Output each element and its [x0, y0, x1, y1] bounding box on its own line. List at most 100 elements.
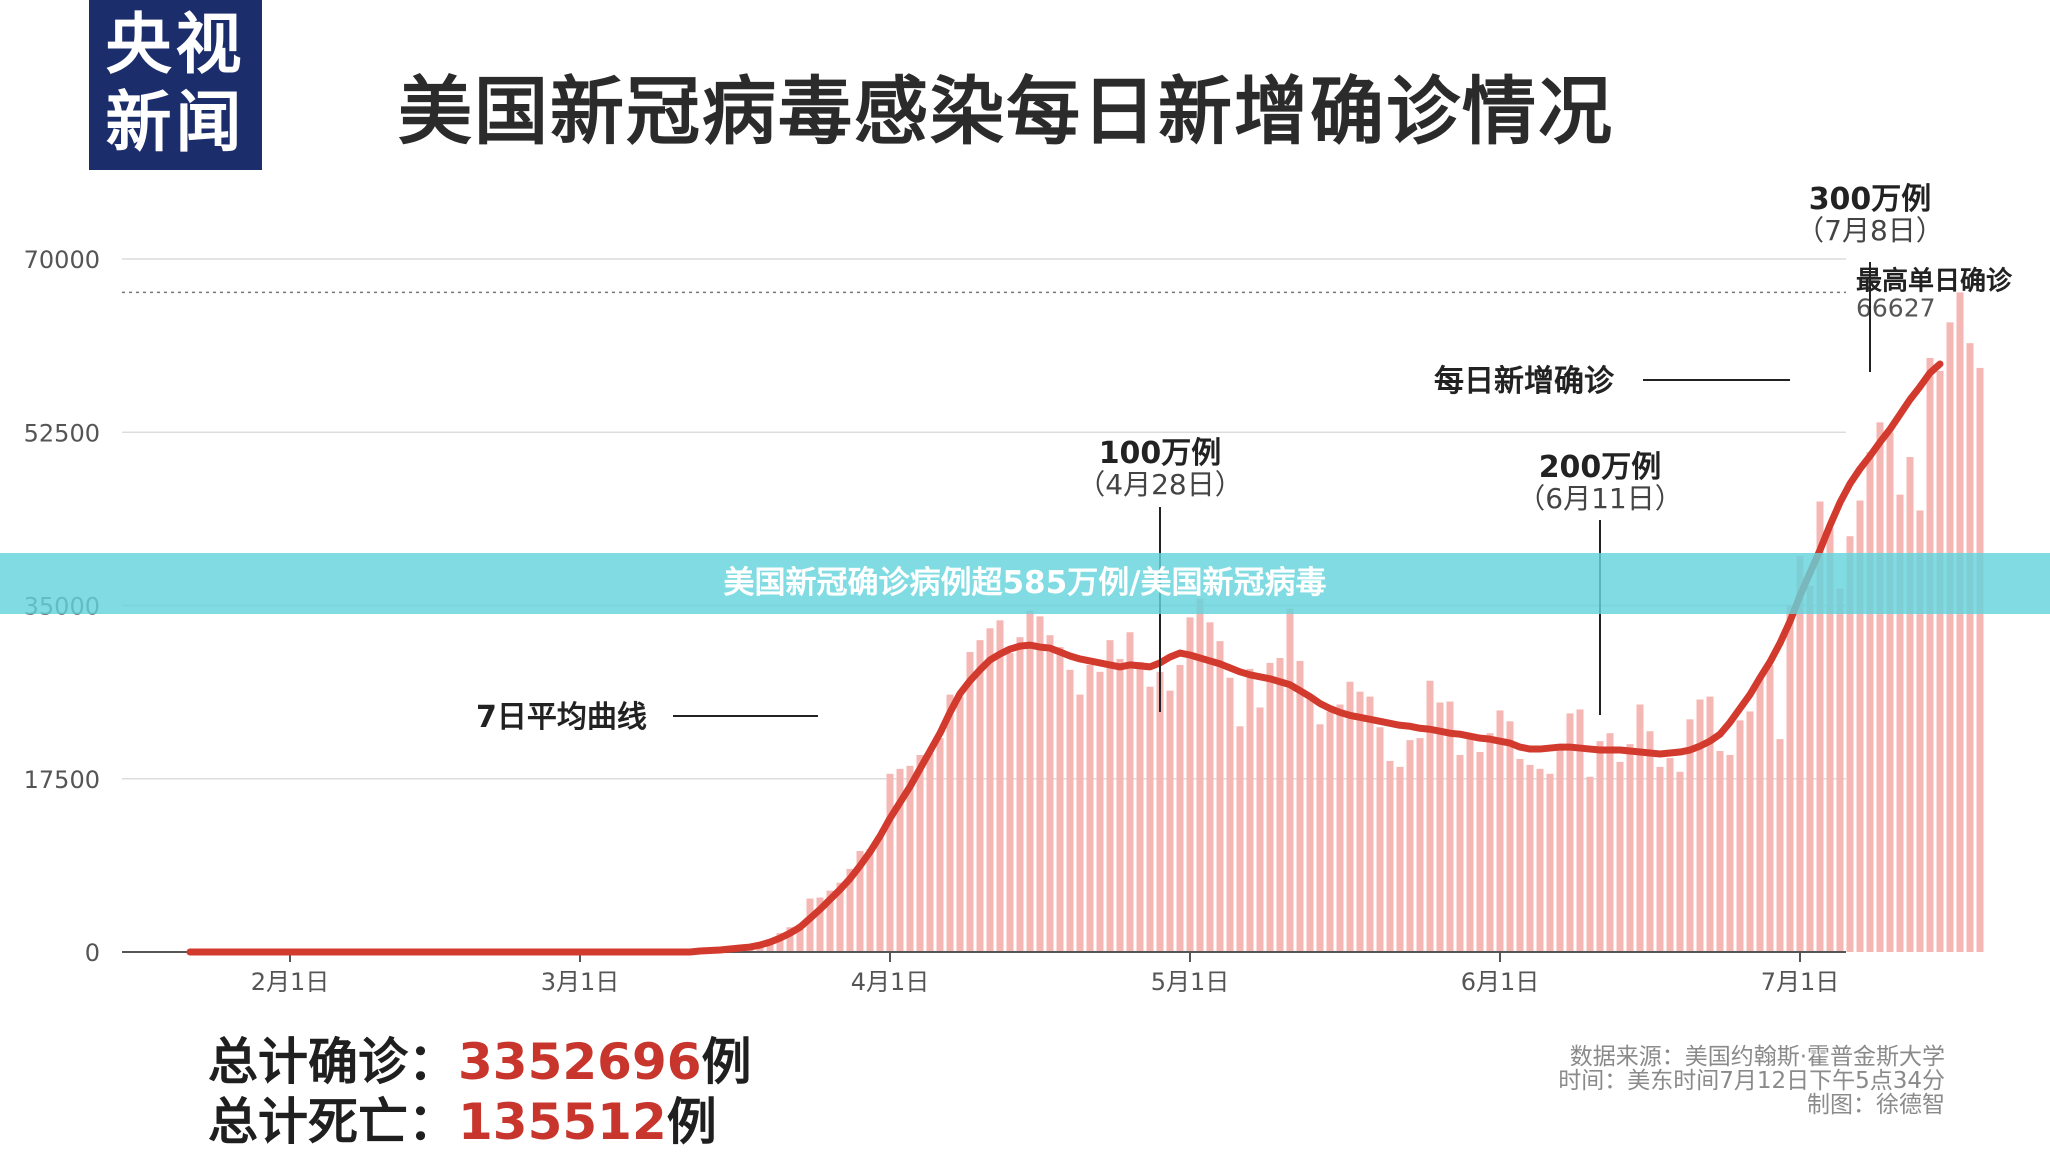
x-tick-label: 6月1日 [1461, 968, 1540, 996]
daily-case-bar [1216, 641, 1224, 952]
total-cases-value: 3352696 [458, 1033, 702, 1091]
milestone-date: （4月28日） [1077, 468, 1242, 501]
daily-case-bar [996, 620, 1004, 952]
daily-case-bar [1676, 771, 1684, 952]
y-tick-label: 17500 [24, 766, 100, 794]
daily-case-bar [1826, 528, 1834, 952]
daily-case-bar [826, 890, 834, 952]
total-deaths-value: 135512 [458, 1093, 667, 1151]
logo-line-1: 央视 [105, 6, 246, 83]
daily-case-bar [1606, 733, 1614, 952]
cctv-news-logo: 央视 新闻 [89, 0, 262, 170]
daily-case-bar [1976, 367, 1984, 952]
bars [696, 292, 1984, 953]
daily-case-bar [1766, 664, 1774, 952]
time-line: 时间：美东时间7月12日下午5点34分 [1558, 1068, 1945, 1094]
daily-case-bar [1556, 745, 1564, 952]
daily-case-bar [1226, 677, 1234, 952]
daily-case-bar [1566, 713, 1574, 952]
daily-callout: 每日新增确诊 [1434, 364, 1615, 399]
daily-case-bar [1916, 510, 1924, 952]
daily-case-bar [1546, 773, 1554, 952]
daily-case-bar [1526, 764, 1534, 952]
daily-case-bar [1386, 760, 1394, 952]
x-tick-label: 3月1日 [541, 968, 620, 996]
daily-case-bar [816, 897, 824, 952]
daily-case-bar [936, 738, 944, 952]
daily-case-bar [1866, 452, 1874, 952]
daily-case-bar [916, 754, 924, 952]
daily-case-bar [1706, 696, 1714, 952]
daily-case-bar [1786, 605, 1794, 952]
daily-case-bar [1646, 731, 1654, 952]
daily-case-bar [1636, 704, 1644, 952]
max-value-label: 66627 [1856, 293, 1936, 322]
daily-case-bar [1406, 740, 1414, 952]
milestone-title: 300万例 [1809, 182, 1932, 217]
daily-case-bar [1946, 322, 1954, 952]
daily-case-bar [1576, 709, 1584, 952]
daily-case-bar [1136, 661, 1144, 952]
daily-case-bar [1156, 671, 1164, 952]
daily-case-bar [1016, 637, 1024, 952]
daily-case-bar [886, 773, 894, 952]
daily-case-bar [956, 696, 964, 952]
daily-case-bar [1306, 698, 1314, 952]
chart-title: 美国新冠病毒感染每日新增确诊情况 [398, 69, 1614, 155]
daily-case-bar [1366, 696, 1374, 952]
daily-case-bar [1436, 702, 1444, 952]
x-tick-label: 5月1日 [1151, 968, 1230, 996]
daily-case-bar [1396, 766, 1404, 952]
seven-day-average-line [186, 360, 1944, 956]
daily-case-bar [1266, 662, 1274, 952]
daily-case-bar [1496, 710, 1504, 952]
daily-case-bar [1586, 776, 1594, 952]
daily-case-bar [1066, 669, 1074, 952]
daily-case-bar [1886, 432, 1894, 952]
daily-case-bar [1106, 640, 1114, 952]
daily-case-bar [1476, 752, 1484, 952]
daily-case-bar [1456, 754, 1464, 952]
daily-case-bar [966, 652, 974, 952]
daily-case-bar [876, 836, 884, 952]
daily-case-bar [1516, 758, 1524, 952]
total-cases-unit: 例 [701, 1033, 752, 1091]
daily-case-bar [776, 933, 784, 952]
daily-case-bar [1626, 744, 1634, 952]
daily-case-bar [926, 753, 934, 952]
daily-case-bar [1846, 536, 1854, 952]
daily-case-bar [1506, 721, 1514, 952]
daily-case-bar [1046, 635, 1054, 952]
daily-case-bar [1166, 690, 1174, 952]
daily-case-bar [1856, 500, 1864, 952]
daily-case-bar [1896, 494, 1904, 952]
daily-case-bar [1286, 608, 1294, 952]
daily-case-bar [1026, 610, 1034, 952]
source-credits: 数据来源：美国约翰斯·霍普金斯大学 时间：美东时间7月12日下午5点34分 制图… [1558, 1045, 1945, 1117]
x-tick-label: 4月1日 [851, 968, 930, 996]
daily-case-bar [1246, 668, 1254, 952]
daily-case-bar [1596, 741, 1604, 952]
daily-case-bar [1326, 711, 1334, 952]
daily-case-bar [1296, 660, 1304, 952]
daily-case-bar [1316, 724, 1324, 952]
total-cases: 总计确诊：3352696例 [208, 1022, 752, 1094]
caption-banner: 美国新冠确诊病例超585万例/美国新冠病毒 [0, 553, 2050, 614]
daily-case-bar [896, 768, 904, 952]
daily-case-bar [796, 924, 804, 952]
daily-case-bar [1666, 757, 1674, 952]
daily-case-bar [1836, 588, 1844, 952]
daily-case-bar [1936, 370, 1944, 952]
daily-case-bar [1236, 726, 1244, 952]
daily-case-bar [1376, 727, 1384, 952]
daily-case-bar [1356, 691, 1364, 952]
daily-case-bar [1416, 738, 1424, 952]
author-line: 制图：徐德智 [1807, 1092, 1945, 1118]
daily-case-bar [856, 851, 864, 952]
chart: 017500350005250070000 2月1日3月1日4月1日5月1日6月… [24, 182, 2013, 996]
daily-case-bar [1146, 686, 1154, 952]
daily-case-bar [1816, 501, 1824, 952]
milestone-date: （7月8日） [1796, 214, 1944, 247]
daily-case-bar [1116, 658, 1124, 952]
daily-case-bar [1096, 671, 1104, 952]
